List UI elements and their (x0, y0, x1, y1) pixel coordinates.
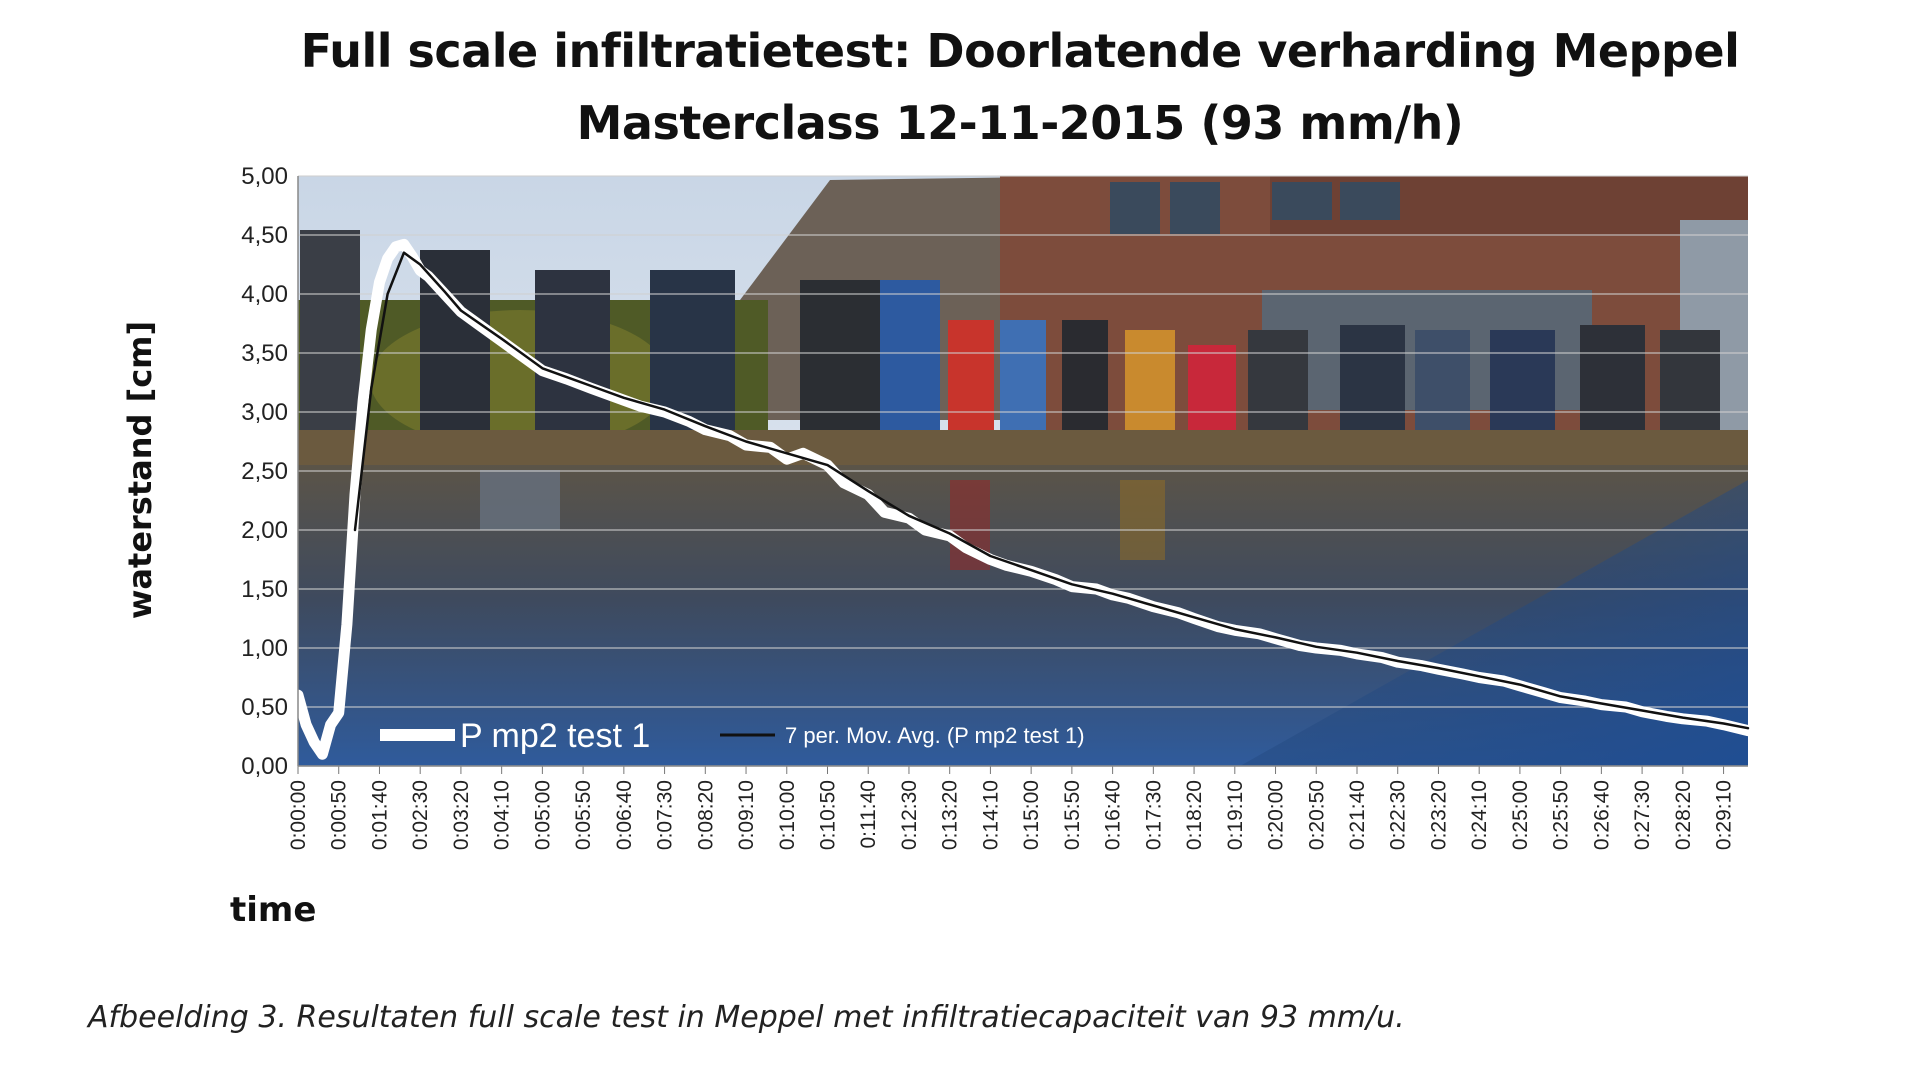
x-tick-label: 0:09:10 (735, 780, 758, 850)
x-tick-label: 0:23:20 (1427, 780, 1450, 850)
x-tick-label: 0:21:40 (1346, 780, 1369, 850)
x-tick-label: 0:18:20 (1183, 780, 1206, 850)
x-tick-label: 0:26:40 (1590, 780, 1613, 850)
x-axis-label: time (230, 890, 317, 930)
x-tick-label: 0:28:20 (1672, 780, 1695, 850)
y-tick-label: 1,50 (241, 576, 288, 603)
x-tick-label: 0:15:50 (1061, 780, 1084, 850)
x-tick-label: 0:19:10 (1224, 780, 1247, 850)
x-tick-label: 0:01:40 (368, 780, 391, 850)
y-tick-label: 4,00 (241, 281, 288, 308)
y-tick-label: 2,00 (241, 517, 288, 544)
x-tick-label: 0:29:10 (1713, 780, 1736, 850)
x-tick-label: 0:03:20 (450, 780, 473, 850)
x-tick-label: 0:22:30 (1387, 780, 1410, 850)
y-tick-label: 0,50 (241, 694, 288, 721)
y-tick-label: 3,50 (241, 340, 288, 367)
x-tick-label: 0:25:00 (1509, 780, 1532, 850)
x-tick-label: 0:00:50 (328, 780, 351, 850)
x-axis-ticks: 0:00:00 0:00:50 0:01:40 0:02:30 0:03:20 0:04:… (287, 766, 1736, 850)
series-line-moving-average (353, 251, 1750, 730)
x-tick-label: 0:27:30 (1631, 780, 1654, 850)
y-tick-label: 4,50 (241, 222, 288, 249)
x-tick-label: 0:24:10 (1468, 780, 1491, 850)
y-tick-label: 5,00 (241, 163, 288, 190)
x-tick-label: 0:16:40 (1102, 780, 1125, 850)
x-tick-label: 0:14:10 (979, 780, 1002, 850)
legend-label-avg: 7 per. Mov. Avg. (P mp2 test 1) (785, 723, 1085, 748)
y-tick-label: 1,00 (241, 635, 288, 662)
x-tick-label: 0:10:50 (816, 780, 839, 850)
x-tick-label: 0:10:00 (776, 780, 799, 850)
x-tick-label: 0:06:40 (613, 780, 636, 850)
x-tick-label: 0:20:50 (1305, 780, 1328, 850)
x-tick-label: 0:00:00 (287, 780, 310, 850)
x-tick-label: 0:04:10 (491, 780, 514, 850)
data-series (292, 238, 1754, 760)
y-axis-ticks: 0,00 0,50 1,00 1,50 2,00 2,50 3,00 3,50 4,00 4,50… (241, 163, 288, 780)
x-tick-label: 0:07:30 (654, 780, 677, 850)
x-tick-label: 0:11:40 (857, 780, 880, 849)
y-tick-label: 3,00 (241, 399, 288, 426)
x-tick-label: 0:08:20 (694, 780, 717, 850)
x-tick-label: 0:20:00 (1265, 780, 1288, 850)
chart-title-line-1: Full scale infiltratietest: Doorlatende … (300, 24, 1740, 78)
figure-caption: Afbeelding 3. Resultaten full scale test… (88, 1000, 1405, 1035)
chart-title-line-2: Masterclass 12-11-2015 (93 mm/h) (576, 96, 1464, 150)
legend-label-main: P mp2 test 1 (460, 717, 650, 755)
chart-legend: P mp2 test 1 7 per. Mov. Avg. (P mp2 tes… (380, 717, 1085, 755)
x-tick-label: 0:02:30 (409, 780, 432, 850)
x-tick-label: 0:05:00 (531, 780, 554, 850)
x-tick-label: 0:13:20 (939, 780, 962, 850)
x-tick-label: 0:05:50 (572, 780, 595, 850)
x-tick-label: 0:17:30 (1142, 780, 1165, 850)
x-tick-label: 0:15:00 (1020, 780, 1043, 850)
x-tick-label: 0:12:30 (898, 780, 921, 850)
x-tick-label: 0:25:50 (1550, 780, 1573, 850)
y-tick-label: 0,00 (241, 753, 288, 780)
y-tick-label: 2,50 (241, 458, 288, 485)
